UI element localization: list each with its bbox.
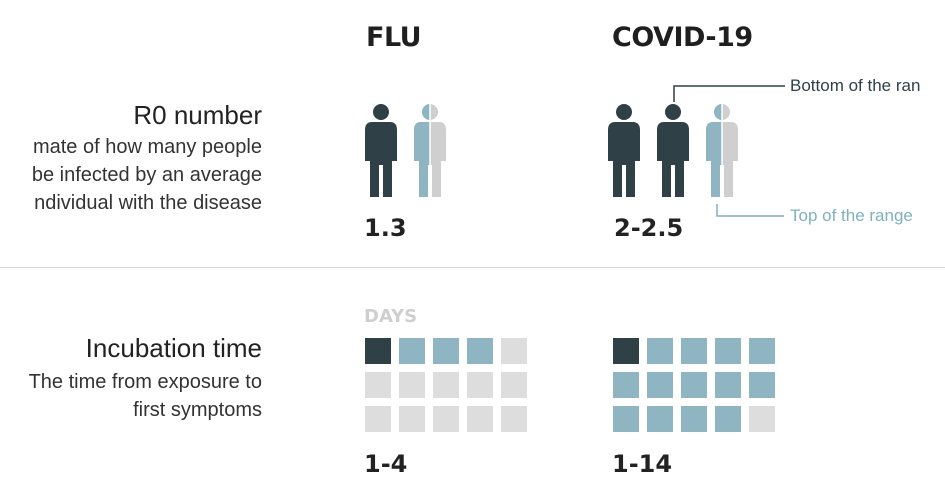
- r0-desc-line-1: mate of how many people: [32, 136, 262, 158]
- flu-day-cell-8: [433, 372, 459, 398]
- flu-person-full-icon: [364, 103, 398, 197]
- incubation-desc-line-2: first symptoms: [133, 399, 262, 421]
- flu-day-cell-7: [399, 372, 425, 398]
- r0-desc-line-3: ndividual with the disease: [34, 192, 262, 214]
- section-divider: [0, 267, 945, 268]
- covid-day-cell-12: [647, 406, 673, 432]
- covid-day-cell-14: [715, 406, 741, 432]
- range-callout-lines: [673, 85, 785, 217]
- flu-day-cell-14: [467, 406, 493, 432]
- covid-day-cell-3: [681, 338, 707, 364]
- flu-day-cell-11: [365, 406, 391, 432]
- covid-person-1-icon: [607, 103, 641, 197]
- flu-incubation-grid: [365, 338, 530, 438]
- covid-day-cell-7: [647, 372, 673, 398]
- covid-day-cell-6: [613, 372, 639, 398]
- days-label: DAYS: [364, 306, 418, 327]
- bottom-of-range-label: Bottom of the ran: [790, 76, 921, 95]
- covid-day-cell-8: [681, 372, 707, 398]
- flu-day-cell-4: [467, 338, 493, 364]
- incubation-row-description: The time from exposure to first symptoms: [29, 368, 262, 424]
- bottom-range-leader: [673, 85, 785, 102]
- flu-day-cell-13: [433, 406, 459, 432]
- flu-column-heading: FLU: [366, 22, 422, 53]
- flu-day-cell-1: [365, 338, 391, 364]
- r0-row-description: mate of how many people be infected by a…: [32, 133, 262, 217]
- covid-r0-value: 2-2.5: [614, 214, 684, 242]
- flu-day-cell-15: [501, 406, 527, 432]
- flu-incubation-value: 1-4: [364, 450, 408, 478]
- covid-day-cell-2: [647, 338, 673, 364]
- covid-day-cell-10: [749, 372, 775, 398]
- covid-day-cell-1: [613, 338, 639, 364]
- covid-day-cell-5: [749, 338, 775, 364]
- flu-day-cell-6: [365, 372, 391, 398]
- covid-day-cell-4: [715, 338, 741, 364]
- flu-day-cell-5: [501, 338, 527, 364]
- flu-day-cell-9: [467, 372, 493, 398]
- covid-day-cell-13: [681, 406, 707, 432]
- incubation-desc-line-1: The time from exposure to: [28, 371, 262, 393]
- covid-incubation-grid: [613, 338, 778, 438]
- covid-day-cell-11: [613, 406, 639, 432]
- flu-day-cell-10: [501, 372, 527, 398]
- covid-person-partial-icon: [705, 103, 739, 197]
- top-range-leader: [716, 204, 784, 217]
- flu-day-cell-3: [433, 338, 459, 364]
- flu-r0-value: 1.3: [364, 214, 407, 242]
- top-of-range-label: Top of the range: [790, 206, 913, 225]
- r0-desc-line-2: be infected by an average: [31, 164, 262, 186]
- flu-person-partial-icon: [413, 103, 447, 197]
- covid-column-heading: COVID-19: [612, 22, 753, 53]
- covid-incubation-value: 1-14: [612, 450, 673, 478]
- covid-day-cell-9: [715, 372, 741, 398]
- flu-day-cell-12: [399, 406, 425, 432]
- covid-day-cell-15: [749, 406, 775, 432]
- r0-row-title: R0 number: [133, 100, 262, 130]
- incubation-row-title: Incubation time: [85, 333, 262, 363]
- flu-day-cell-2: [399, 338, 425, 364]
